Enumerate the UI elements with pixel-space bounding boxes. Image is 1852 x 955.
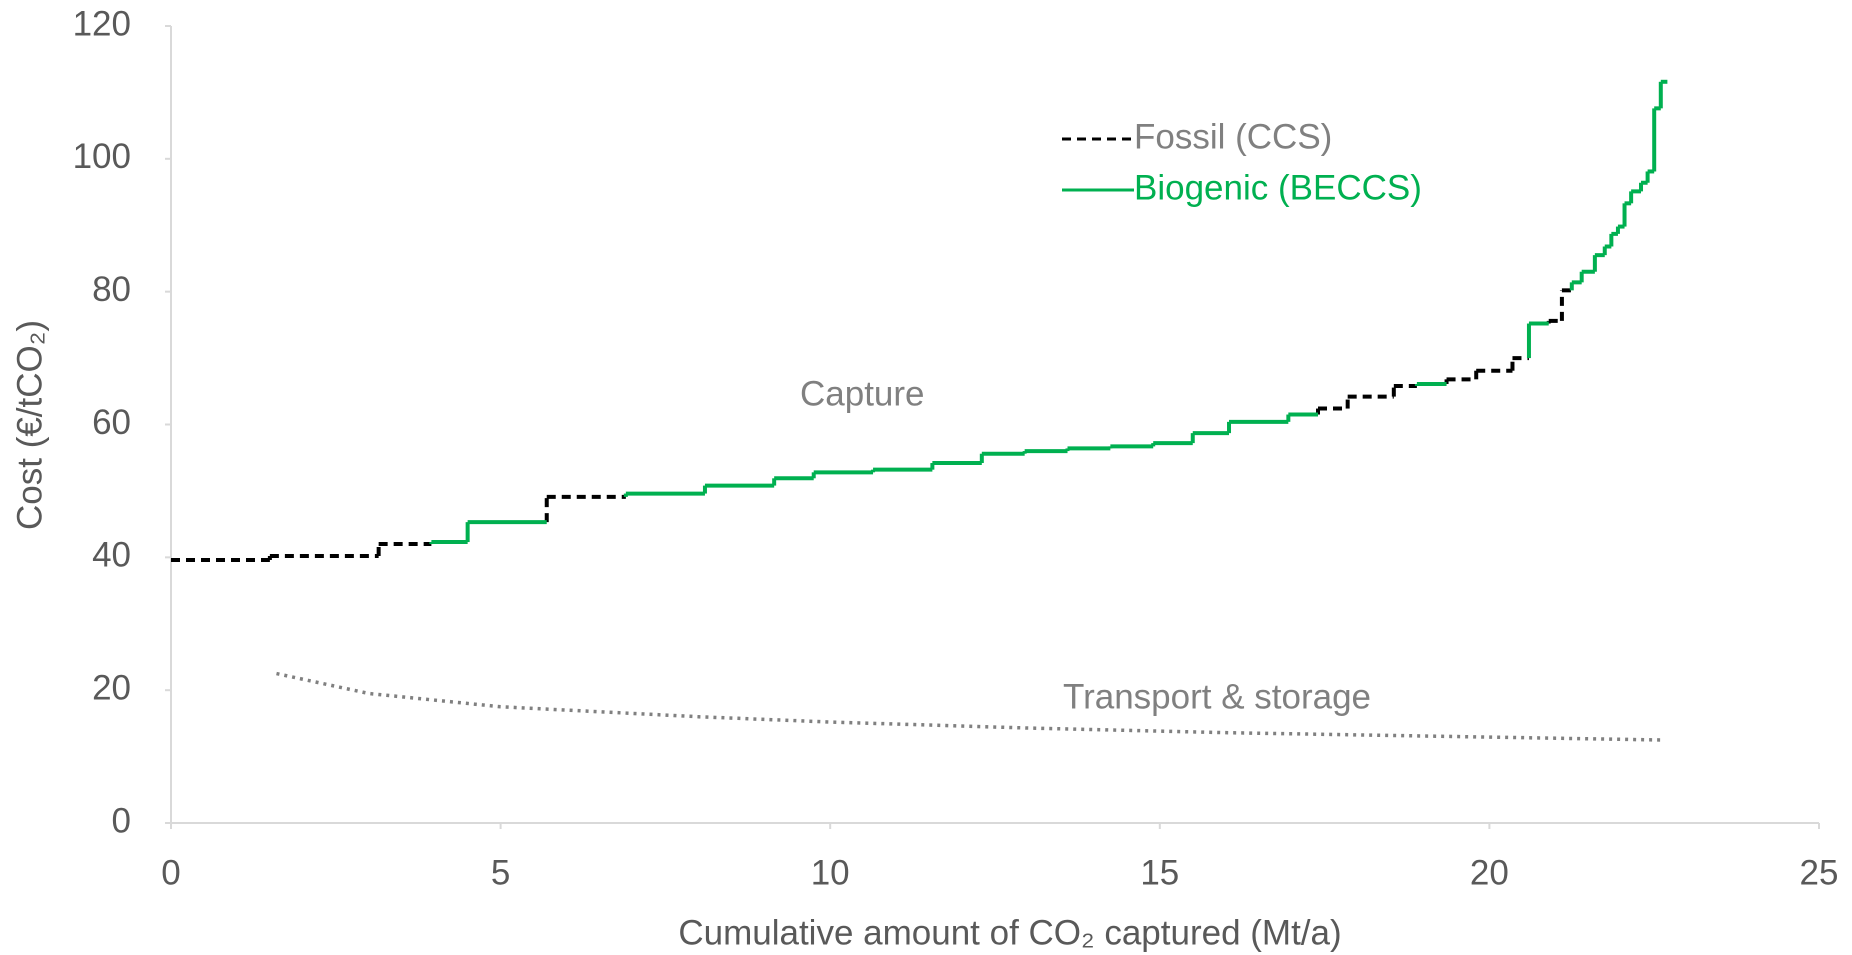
y-tick-label: 60 — [92, 403, 131, 442]
legend-label: Fossil (CCS) — [1134, 117, 1332, 156]
y-tick-label: 40 — [92, 536, 131, 575]
x-tick-label: 15 — [1140, 853, 1179, 892]
x-tick-label: 5 — [491, 853, 510, 892]
y-tick-label: 80 — [92, 270, 131, 309]
y-tick-label: 0 — [112, 801, 131, 840]
x-tick-label: 20 — [1470, 853, 1509, 892]
legend-label: Biogenic (BECCS) — [1134, 168, 1422, 207]
annotation: Transport & storage — [1063, 677, 1371, 716]
x-tick-label: 10 — [811, 853, 850, 892]
y-tick-label: 120 — [73, 4, 131, 43]
y-tick-label: 20 — [92, 668, 131, 707]
x-axis-label: Cumulative amount of CO₂ captured (Mt/a) — [678, 913, 1341, 952]
annotation: Capture — [800, 374, 925, 413]
transport-line — [276, 671, 1661, 742]
x-tick-label: 0 — [161, 853, 180, 892]
y-axis-label: Cost (€/tCO₂) — [10, 320, 49, 530]
y-tick-label: 100 — [73, 137, 131, 176]
x-tick-label: 25 — [1800, 853, 1839, 892]
